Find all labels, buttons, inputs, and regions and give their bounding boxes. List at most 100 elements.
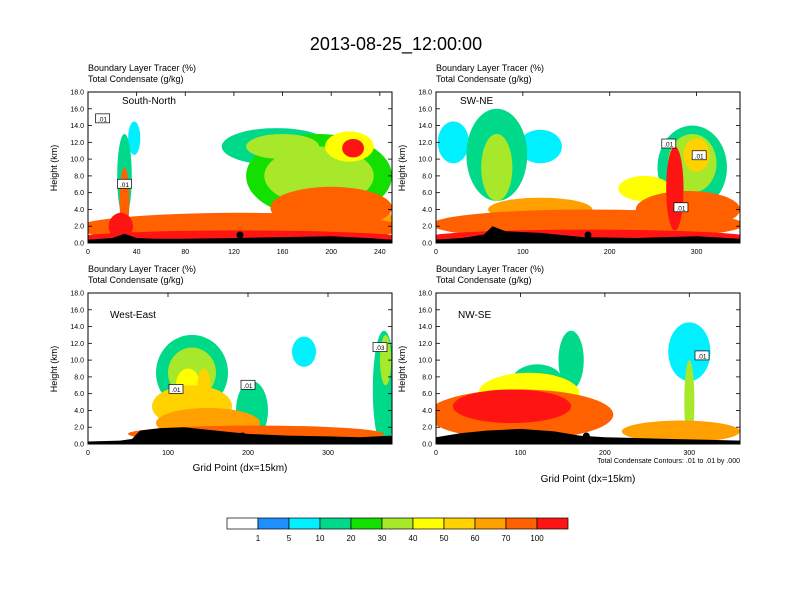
colorbar: 1 5 10 20 30 40 50 60 70 100 — [226, 517, 569, 543]
y-tick-label: 2.0 — [422, 425, 432, 432]
svg-text:.01: .01 — [243, 383, 252, 390]
tracer-region — [666, 146, 684, 231]
panel-header-line1: Boundary Layer Tracer (%) — [88, 264, 196, 274]
y-tick-label: 0.0 — [422, 241, 432, 248]
tracer-region — [270, 186, 392, 229]
contour-note: Total Condensate Contours: .01 to .01 by… — [597, 458, 740, 465]
tracer-region — [108, 212, 133, 240]
x-tick-label: 100 — [517, 249, 529, 256]
y-tick-label: 10.0 — [418, 358, 432, 365]
x-tick-label: 40 — [133, 249, 141, 256]
colorbar-label: 40 — [409, 534, 418, 543]
panel-header-line1: Boundary Layer Tracer (%) — [436, 264, 544, 274]
y-tick-label: 4.0 — [422, 207, 432, 214]
x-tick-label: 0 — [434, 249, 438, 256]
y-tick-label: 6.0 — [422, 190, 432, 197]
y-axis-label: Height (km) — [49, 346, 59, 393]
y-tick-label: 18.0 — [418, 90, 432, 97]
y-axis-label: Height (km) — [397, 145, 407, 192]
colorbar-swatch — [381, 517, 414, 530]
colorbar-swatch — [226, 517, 259, 530]
colorbar-swatch — [505, 517, 538, 530]
x-tick-label: 100 — [515, 450, 527, 457]
x-tick-label: 0 — [86, 450, 90, 457]
x-axis-label: Grid Point (dx=15km) — [193, 463, 288, 474]
plot-frame — [435, 91, 741, 244]
x-tick-label: 160 — [277, 249, 289, 256]
y-tick-label: 4.0 — [422, 408, 432, 415]
y-tick-label: 18.0 — [418, 291, 432, 298]
axes-nw-se: 0 100 200 300 0.0 2.0 4.0 6.0 8.0 10.0 12.0 14.0 16.… — [418, 291, 741, 457]
tracer-region — [128, 121, 141, 155]
y-axis-label: Height (km) — [397, 346, 407, 393]
contour-label: .01 — [661, 138, 677, 149]
colorbar-swatch — [443, 517, 476, 530]
x-tick-label: 100 — [162, 450, 174, 457]
location-marker — [584, 231, 592, 239]
tracer-region — [452, 389, 572, 424]
svg-text:.01: .01 — [695, 153, 704, 160]
y-tick-label: 2.0 — [422, 224, 432, 231]
contour-label: .01 — [168, 384, 184, 394]
y-tick-label: 14.0 — [418, 123, 432, 130]
y-tick-label: 12.0 — [70, 140, 84, 147]
y-tick-label: 12.0 — [70, 341, 84, 348]
y-tick-label: 16.0 — [70, 106, 84, 113]
contour-label: .01 — [95, 113, 110, 123]
y-tick-label: 12.0 — [418, 140, 432, 147]
y-tick-label: 14.0 — [70, 123, 84, 130]
tracer-region — [621, 420, 740, 443]
panel-label: West-East — [110, 310, 156, 321]
contour-label: .01 — [691, 150, 707, 160]
panel-header-line2: Total Condensate (g/kg) — [88, 74, 184, 84]
contour-label: .01 — [240, 379, 256, 390]
y-tick-label: 0.0 — [74, 241, 84, 248]
plot-area-sw-ne: .01 .01 .01 — [436, 92, 740, 243]
panel-label: SW-NE — [460, 96, 493, 107]
tracer-region — [558, 330, 584, 390]
y-tick-label: 8.0 — [74, 173, 84, 180]
panel-west-east: Boundary Layer Tracer (%) Total Condensa… — [49, 264, 393, 474]
x-tick-label: 300 — [683, 450, 695, 457]
axes-sw-ne: 0 100 200 300 0.0 2.0 4.0 6.0 8.0 10.0 12.0 14.0 16.… — [418, 90, 741, 256]
y-tick-label: 16.0 — [418, 106, 432, 113]
y-tick-label: 2.0 — [74, 224, 84, 231]
y-tick-label: 14.0 — [418, 324, 432, 331]
panel-sw-ne: Boundary Layer Tracer (%) Total Condensa… — [397, 63, 741, 256]
tracer-region — [518, 129, 562, 164]
panel-south-north: Boundary Layer Tracer (%) Total Condensa… — [49, 63, 393, 256]
svg-text:.03: .03 — [375, 345, 384, 352]
colorbar-label: 5 — [287, 534, 292, 543]
y-axis-label: Height (km) — [49, 145, 59, 192]
colorbar-swatch — [350, 517, 383, 530]
svg-text:.01: .01 — [676, 205, 685, 212]
y-tick-label: 10.0 — [418, 157, 432, 164]
x-tick-label: 200 — [325, 249, 337, 256]
figure-title: 2013-08-25_12:00:00 — [310, 34, 482, 55]
panel-label: South-North — [122, 96, 176, 107]
y-tick-label: 8.0 — [422, 374, 432, 381]
colorbar-label: 10 — [316, 534, 325, 543]
contour-label: .01 — [117, 178, 132, 189]
tracer-region — [197, 368, 211, 403]
colorbar-label: 70 — [502, 534, 511, 543]
x-tick-label: 200 — [604, 249, 616, 256]
colorbar-label: 1 — [256, 534, 261, 543]
x-tick-label: 300 — [691, 249, 703, 256]
plot-frame — [435, 292, 741, 445]
panel-header-line2: Total Condensate (g/kg) — [436, 275, 532, 285]
tracer-region — [437, 121, 470, 164]
panel-header-line1: Boundary Layer Tracer (%) — [88, 63, 196, 73]
axes-south-north: 0 40 80 120 160 200 240 0.0 2.0 4.0 6.0 8.0 10.0 12.0… — [70, 90, 393, 256]
x-tick-label: 120 — [228, 249, 240, 256]
contour-label: .03 — [372, 342, 388, 352]
colorbar-label: 30 — [378, 534, 387, 543]
x-tick-label: 0 — [434, 450, 438, 457]
colorbar-swatch — [536, 517, 569, 530]
y-tick-label: 0.0 — [422, 442, 432, 449]
y-tick-label: 4.0 — [74, 408, 84, 415]
colorbar-swatch — [319, 517, 352, 530]
tracer-region — [342, 138, 365, 158]
tracer-region — [246, 133, 320, 160]
plot-area-south-north: .01 .01 — [88, 92, 392, 243]
